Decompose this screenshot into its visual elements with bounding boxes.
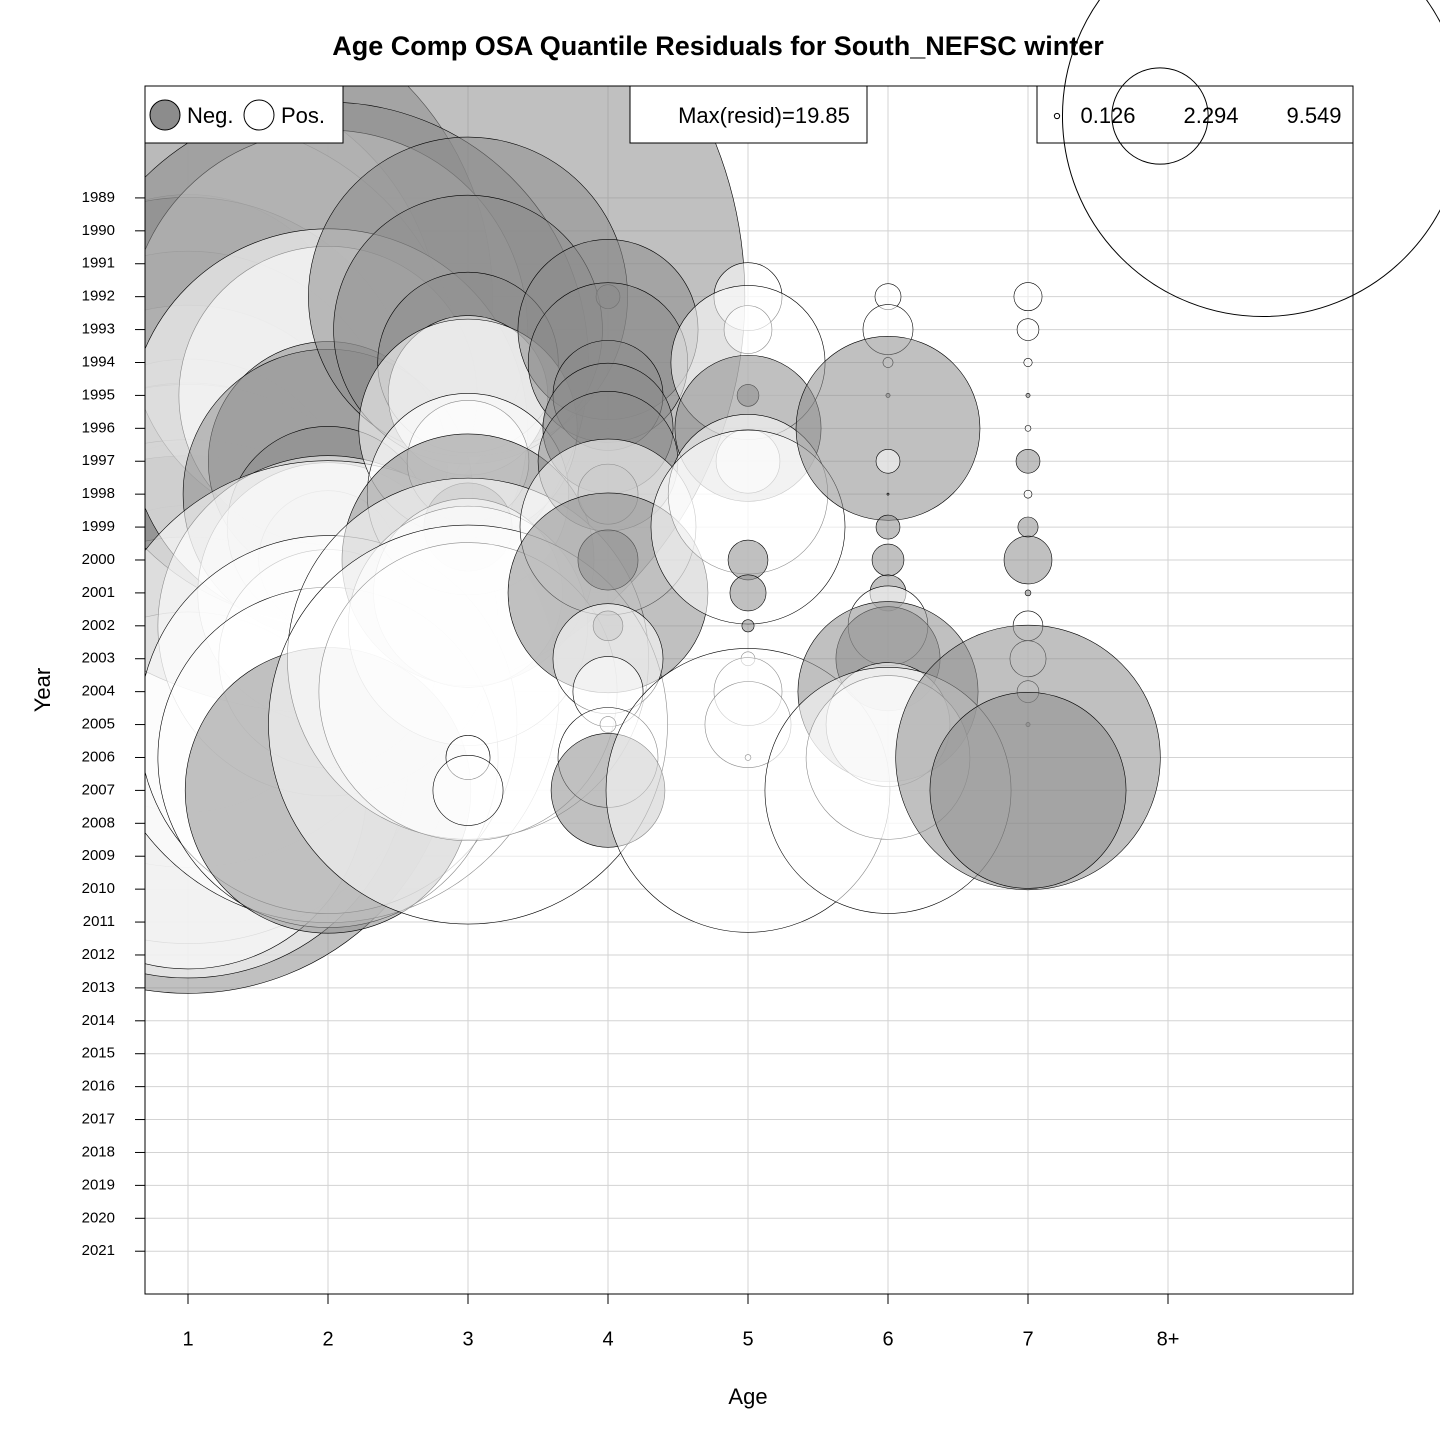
y-tick-label: 1997 xyxy=(82,452,115,469)
y-tick-label: 1993 xyxy=(82,321,115,338)
bubble xyxy=(432,755,504,826)
bubble xyxy=(1017,516,1039,538)
x-tick-label: 2 xyxy=(322,1328,333,1350)
bubble xyxy=(1024,589,1032,597)
y-tick-label: 1999 xyxy=(82,518,115,535)
bubble xyxy=(1003,535,1053,585)
size-legend-circle xyxy=(1053,112,1061,120)
legend-label: Neg. xyxy=(187,103,233,128)
y-tick-label: 2008 xyxy=(82,814,115,831)
y-tick-label: 2007 xyxy=(82,781,115,798)
size-legend-box xyxy=(1036,85,1354,144)
size-legend-circle xyxy=(1111,67,1209,165)
bubble xyxy=(1023,357,1033,367)
bubble xyxy=(1016,318,1040,341)
bubble xyxy=(741,619,755,633)
y-tick-label: 2001 xyxy=(82,584,115,601)
y-tick-label: 2018 xyxy=(82,1143,115,1160)
y-tick-label: 2014 xyxy=(82,1012,115,1029)
y-tick-label: 2005 xyxy=(82,716,115,733)
y-tick-label: 2021 xyxy=(82,1242,115,1259)
size-legend-circle xyxy=(1062,0,1440,317)
bubble xyxy=(1024,425,1032,432)
bubble xyxy=(1023,489,1033,499)
legend-label: Pos. xyxy=(281,103,325,128)
y-tick-label: 2010 xyxy=(82,880,115,897)
max-label: Max(resid)=19.85 xyxy=(678,103,850,128)
bubble xyxy=(727,539,769,581)
x-tick-label: 8+ xyxy=(1157,1328,1180,1350)
x-tick-label: 1 xyxy=(182,1328,193,1350)
size-legend-label: 9.549 xyxy=(1286,103,1341,128)
x-tick-label: 7 xyxy=(1022,1328,1033,1350)
bubble xyxy=(1013,282,1043,312)
legend: Neg. Pos. Max(resid)=19.85 0.126 2.294 9.549 xyxy=(144,0,1440,317)
bubble xyxy=(1025,393,1031,398)
bubble xyxy=(929,692,1127,889)
y-tick-label: 2015 xyxy=(82,1045,115,1062)
y-tick-label: 2011 xyxy=(83,913,115,930)
y-tick-label: 2000 xyxy=(82,551,115,568)
y-tick-label: 2019 xyxy=(82,1176,115,1193)
bubble xyxy=(871,543,905,577)
x-tick-label: 3 xyxy=(462,1328,473,1350)
x-tick-label: 5 xyxy=(742,1328,753,1350)
y-tick-label: 2012 xyxy=(82,946,115,963)
max-box xyxy=(629,85,868,144)
y-tick-label: 1991 xyxy=(82,255,115,272)
y-tick-label: 2003 xyxy=(82,650,115,667)
y-tick-label: 1994 xyxy=(82,353,115,370)
legend-swatch xyxy=(243,99,275,131)
y-tick-label: 2020 xyxy=(82,1209,115,1226)
y-tick-label: 2004 xyxy=(82,683,115,700)
bubble xyxy=(875,514,901,540)
y-tick-label: 1998 xyxy=(82,485,115,502)
y-tick-label: 2002 xyxy=(82,617,115,634)
y-tick-label: 1989 xyxy=(82,189,115,206)
x-tick-label: 6 xyxy=(882,1328,893,1350)
x-tick-label: 4 xyxy=(602,1328,613,1350)
y-tick-label: 1995 xyxy=(82,386,115,403)
bubbles xyxy=(145,86,1161,994)
legend-swatch xyxy=(149,99,181,131)
y-tick-label: 2009 xyxy=(82,847,115,864)
size-legend-label: 2.294 xyxy=(1183,103,1238,128)
y-tick-label: 2013 xyxy=(82,979,115,996)
y-tick-label: 1992 xyxy=(82,288,115,305)
y-tick-label: 2016 xyxy=(82,1078,115,1095)
bubble xyxy=(875,448,901,474)
bubble xyxy=(795,336,981,521)
x-axis-label: Age xyxy=(728,1384,767,1409)
y-tick-label: 1990 xyxy=(82,222,115,239)
y-tick-label: 2017 xyxy=(82,1111,115,1128)
bubble xyxy=(1015,448,1041,474)
bubble xyxy=(729,574,767,612)
y-tick-label: 1996 xyxy=(82,419,115,436)
bubble xyxy=(886,492,890,496)
chart-title: Age Comp OSA Quantile Residuals for Sout… xyxy=(332,31,1104,61)
y-tick-label: 2006 xyxy=(82,748,115,765)
size-legend-label: 0.126 xyxy=(1080,103,1135,128)
y-axis-label: Year xyxy=(30,668,55,712)
